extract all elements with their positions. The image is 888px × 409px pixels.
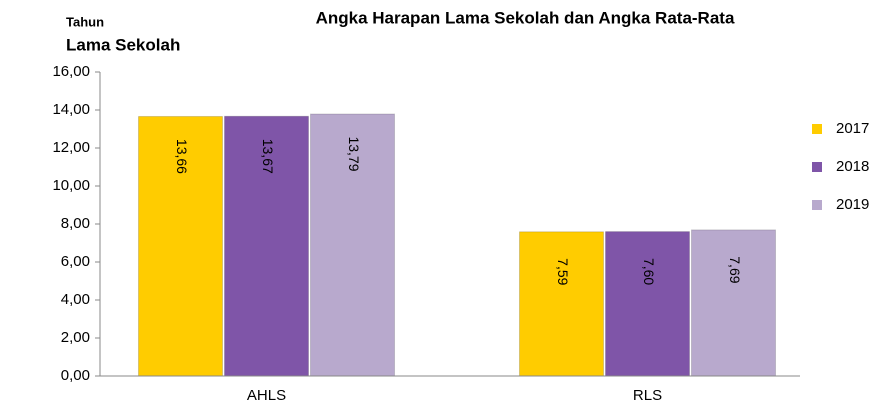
y-tick-label: 4,00 [61,291,90,308]
value-label: 13,66 [174,139,190,174]
bar [605,231,690,377]
y-axis-label: Tahun [66,14,104,29]
y-tick-label: 16,00 [52,63,90,80]
legend-label: 2019 [836,196,869,213]
x-tick-label: RLS [633,387,662,404]
bar [138,115,223,377]
legend-label: 2017 [836,120,869,137]
y-tick-label: 10,00 [52,177,90,194]
bar [519,231,604,377]
legend-swatch [812,200,822,210]
chart-title: Angka Harapan Lama Sekolah dan Angka Rat… [316,8,735,27]
y-tick-label: 8,00 [61,215,90,232]
legend-swatch [812,162,822,172]
bar [691,229,776,377]
y-tick-label: 14,00 [52,101,90,118]
y-tick-label: 6,00 [61,253,90,270]
legend-swatch [812,124,822,134]
value-label: 7,60 [641,258,657,285]
y-tick-label: 0,00 [61,367,90,384]
value-label: 13,79 [346,136,362,171]
y-tick-label: 12,00 [52,139,90,156]
value-label: 7,69 [727,256,743,283]
x-tick-label: AHLS [247,387,286,404]
value-label: 13,67 [260,139,276,174]
bar [224,115,309,377]
legend-label: 2018 [836,158,869,175]
y-tick-label: 2,00 [61,329,90,346]
value-label: 7,59 [555,258,571,285]
y-axis-label: Lama Sekolah [66,35,180,54]
